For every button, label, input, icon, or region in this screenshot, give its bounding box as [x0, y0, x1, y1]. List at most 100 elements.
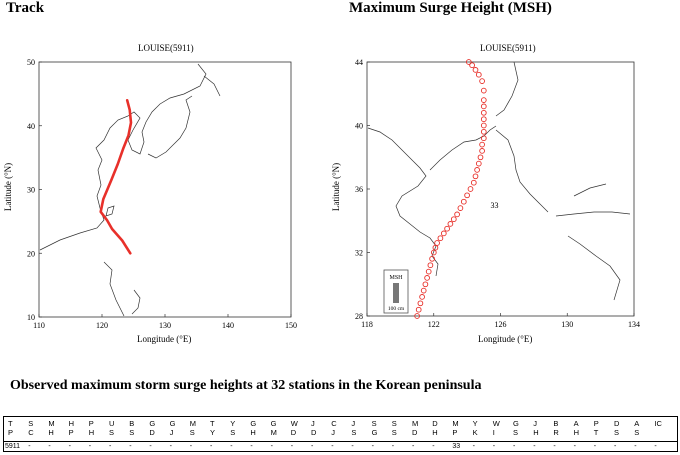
column-header-line-2: D: [311, 428, 317, 437]
msh-x-tick-label: 126: [495, 320, 507, 329]
table-cell: -: [593, 443, 597, 450]
column-header-line-2: S: [513, 428, 519, 437]
msh-annotation-label: 33: [491, 201, 499, 210]
column-header-line-1: C: [331, 419, 337, 428]
msh-point: [477, 154, 484, 161]
table-cell: -: [149, 443, 152, 450]
column-header-line-1: M: [452, 419, 459, 428]
table-cell: -: [573, 443, 576, 450]
msh-y-tick-label: 28: [355, 312, 363, 321]
msh-point: [480, 122, 487, 129]
table-cell: -: [88, 443, 92, 450]
msh-point: [422, 281, 429, 288]
column-header-line-2: D: [412, 428, 418, 437]
msh-point: [480, 109, 487, 116]
column-header-line-2: P: [68, 428, 74, 437]
table-cell: -: [109, 443, 112, 450]
msh-point: [479, 148, 485, 154]
msh-plot-title: LOUISE(5911): [480, 43, 536, 53]
msh-y-tick-label: 44: [355, 58, 363, 67]
table-cell: -: [371, 443, 374, 450]
column-header-line-1: Y: [472, 419, 478, 428]
msh-y-tick-label: 40: [355, 122, 363, 131]
msh-point: [479, 78, 485, 84]
column-header-line-2: H: [48, 428, 54, 437]
track-x-tick-label: 120: [96, 321, 108, 330]
column-header-line-2: S: [634, 428, 640, 437]
track-coastlines: [39, 63, 221, 317]
table-cell: -: [210, 443, 213, 450]
track-y-axis-label: Latitude (°N): [3, 162, 14, 212]
msh-x-tick-label: 118: [361, 320, 373, 329]
column-header-line-1: M: [48, 419, 55, 428]
column-header-line-2: S: [230, 428, 236, 437]
table-cell: -: [432, 443, 435, 450]
msh-point: [440, 230, 447, 237]
track-x-tick-label: 140: [222, 321, 234, 330]
column-header-line-1: S: [28, 419, 34, 428]
table-cell: -: [230, 443, 233, 450]
track-x-tick-label: 150: [285, 321, 297, 330]
msh-point: [454, 211, 460, 218]
msh-coastlines: [367, 61, 631, 301]
table-cell: -: [634, 443, 637, 450]
msh-point: [429, 255, 435, 262]
msh-point: [475, 160, 482, 167]
column-header-line-2: S: [189, 428, 195, 437]
msh-series-points: [414, 59, 487, 319]
table-cell: -: [391, 443, 395, 450]
msh-point: [427, 262, 434, 269]
column-header-line-1: T: [8, 419, 13, 428]
column-header-line-2: R: [553, 428, 559, 437]
msh-point: [480, 135, 487, 142]
column-header-line-2: H: [533, 428, 539, 437]
column-header-line-1: S: [371, 419, 377, 428]
column-header-line-2: S: [351, 428, 357, 437]
msh-legend-title: MSH: [389, 275, 403, 281]
msh-legend: MSH 100 cm: [383, 269, 409, 314]
table-column-header: IC: [654, 419, 672, 428]
column-header-line-2: Y: [210, 428, 216, 437]
table-cell: 33: [452, 443, 461, 450]
msh-heading: Maximum Surge Height (MSH): [349, 0, 552, 16]
msh-y-ticks: 28 32 36 40 44: [355, 58, 370, 321]
column-header-line-2: J: [169, 428, 174, 437]
msh-point: [480, 128, 487, 135]
column-header-line-2: H: [573, 428, 580, 437]
msh-point: [420, 287, 427, 294]
table-cell: -: [311, 443, 314, 450]
column-header-line-1: M: [189, 419, 197, 428]
column-header-line-1: D: [432, 419, 438, 428]
column-header-line-2: H: [88, 428, 95, 437]
msh-point: [424, 275, 430, 281]
table-cell: 5911: [5, 443, 21, 450]
column-header-line-1: J: [311, 419, 315, 428]
column-header-line-1: P: [593, 419, 599, 428]
table-cell: -: [28, 443, 31, 450]
column-header-line-1: G: [250, 419, 257, 428]
msh-point: [432, 244, 439, 251]
column-header-line-2: S: [391, 428, 397, 437]
column-header-line-1: G: [169, 419, 176, 428]
table-cell: -: [513, 443, 516, 450]
table-title: Observed maximum storm surge heights at …: [10, 378, 482, 393]
table-cell: -: [492, 443, 496, 450]
track-x-tick-label: 110: [33, 321, 45, 330]
table-cell: -: [250, 443, 253, 450]
column-header-line-2: D: [149, 428, 155, 437]
charts-canvas: 110 120 130 140 150 10 20 30 40 50 33 MSH 100 cm…: [27, 58, 640, 330]
